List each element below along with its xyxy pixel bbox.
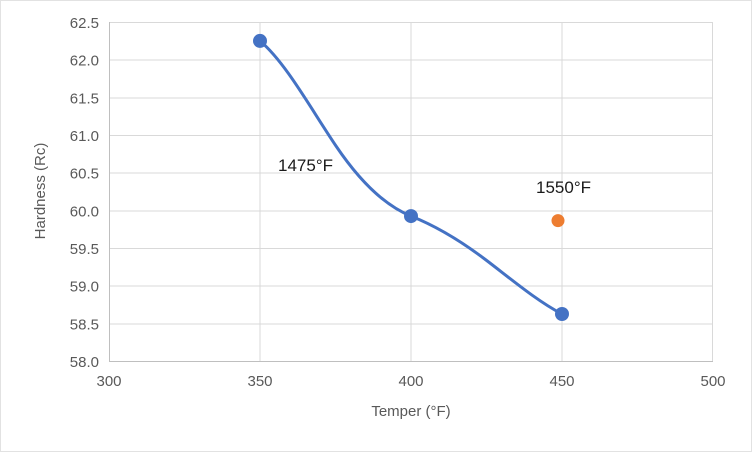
data-point-marker xyxy=(555,307,569,321)
y-tick-label: 62.5 xyxy=(70,15,99,32)
series-markers-1475f xyxy=(253,33,569,321)
y-tick-label: 62.0 xyxy=(70,53,99,70)
y-tick-label: 59.5 xyxy=(70,241,99,258)
y-tick-label: 61.5 xyxy=(70,90,99,107)
annotation-label-1475f: 1475°F xyxy=(278,156,333,175)
y-tick-label: 58.0 xyxy=(70,354,99,371)
x-axis-title: Temper (°F) xyxy=(371,403,450,420)
y-tick-label: 58.5 xyxy=(70,316,99,333)
y-tick-label: 60.5 xyxy=(70,166,99,183)
x-axis-tick-labels: 300 350 400 450 500 xyxy=(96,373,725,390)
annotation-label-1550f: 1550°F xyxy=(536,178,591,197)
y-tick-label: 61.0 xyxy=(70,128,99,145)
x-tick-label: 300 xyxy=(96,373,121,390)
x-tick-label: 400 xyxy=(398,373,423,390)
y-axis-title: Hardness (Rc) xyxy=(32,143,49,240)
x-tick-label: 500 xyxy=(700,373,725,390)
vertical-gridlines xyxy=(259,22,713,361)
x-tick-label: 350 xyxy=(247,373,272,390)
y-tick-label: 60.0 xyxy=(70,203,99,220)
x-tick-label: 450 xyxy=(549,373,574,390)
y-axis-tick-labels: 62.5 62.0 61.5 61.0 60.5 60.0 59.5 59.0 … xyxy=(70,15,99,371)
data-point-marker xyxy=(404,209,418,224)
series-markers-1550f xyxy=(551,214,565,228)
data-point-marker xyxy=(551,214,565,228)
y-tick-label: 59.0 xyxy=(70,279,99,296)
data-point-marker xyxy=(253,33,267,48)
